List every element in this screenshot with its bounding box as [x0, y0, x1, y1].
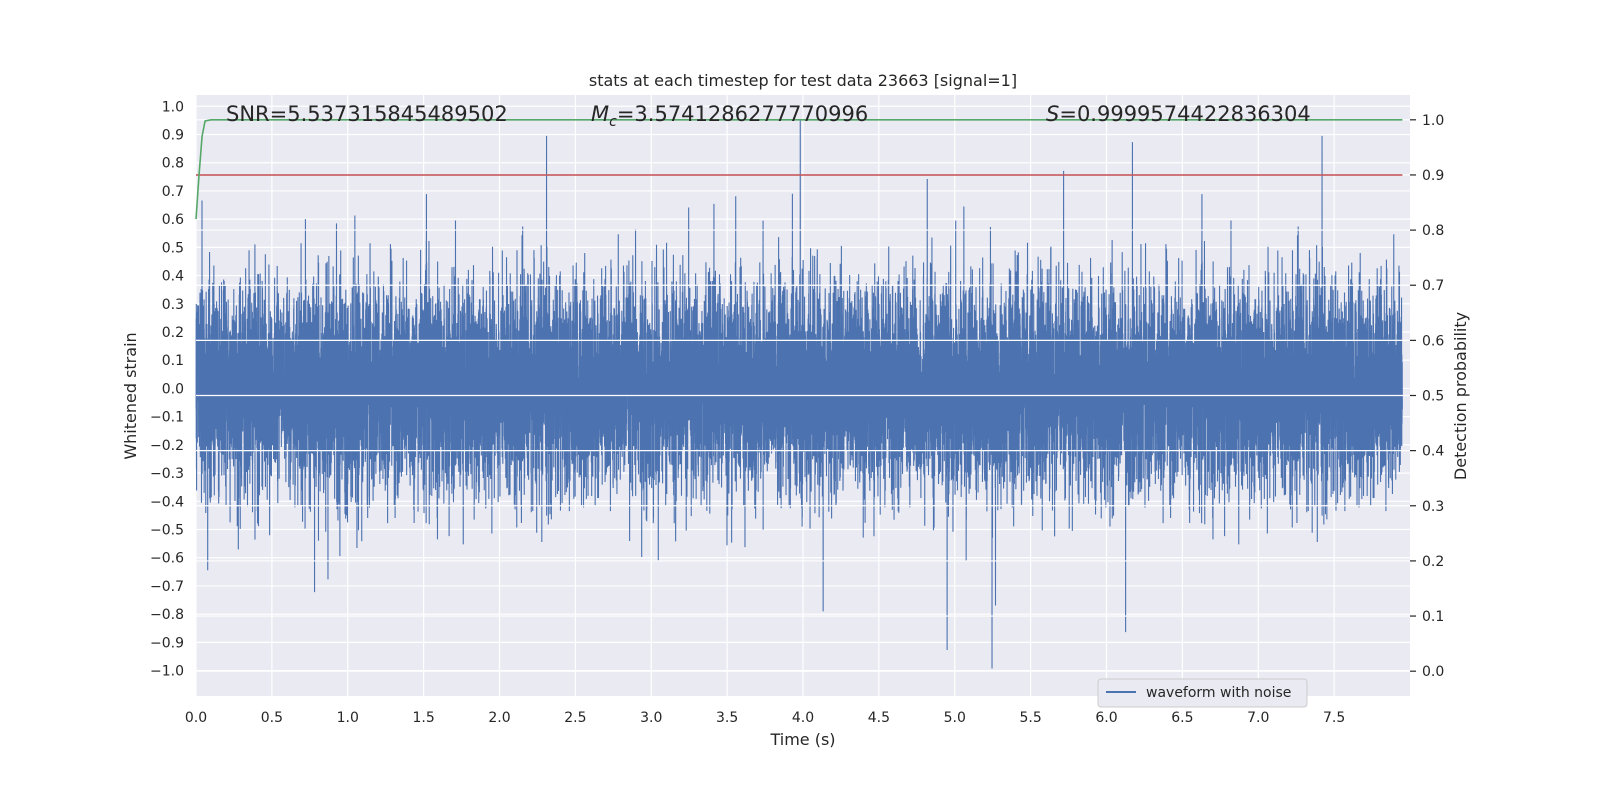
- legend: waveform with noise: [1097, 678, 1308, 708]
- x-axis-label: Time (s): [769, 730, 835, 749]
- y-right-tick-label: 0.0: [1422, 664, 1444, 680]
- chirp-mass-subscript: c: [609, 114, 617, 130]
- y-left-tick-label: −0.9: [150, 635, 184, 651]
- y-left-tick-label: 0.1: [162, 353, 184, 369]
- y-left-tick-label: 0.6: [162, 212, 184, 228]
- y-left-tick-label: 0.3: [162, 297, 184, 313]
- y-left-tick-label: 1.0: [162, 99, 184, 115]
- y-right-tick-label: 0.8: [1422, 223, 1444, 239]
- y-left-tick-label: 0.0: [162, 381, 184, 397]
- y-right-tick-label: 0.9: [1422, 168, 1444, 184]
- y-left-tick-label: 0.4: [162, 269, 184, 285]
- detection-probability-layer: [195, 119, 1403, 220]
- x-tick-label: 1.5: [412, 710, 434, 726]
- x-tick-label: 2.0: [488, 710, 510, 726]
- x-tick-label: 5.0: [944, 710, 966, 726]
- legend-box: [1097, 678, 1308, 708]
- legend-label: waveform with noise: [1146, 685, 1291, 701]
- y-right-tick-label: 0.2: [1422, 554, 1444, 570]
- y-left-tick-label: 0.5: [162, 240, 184, 256]
- y-right-tick-label: 0.6: [1422, 333, 1444, 349]
- y-left-tick-label: 0.2: [162, 325, 184, 341]
- x-tick-label: 0.5: [261, 710, 283, 726]
- waveform-layer: [195, 120, 1403, 669]
- x-tick-label: 4.0: [792, 710, 814, 726]
- x-tick-label: 2.5: [564, 710, 586, 726]
- y-left-tick-label: −0.3: [150, 466, 184, 482]
- chirp-mass-annotation: Mc=3.5741286277770996: [591, 102, 868, 130]
- y-axis-left: −1.0 −0.9 −0.8 −0.7 −0.6 −0.5 −0.4 −0.3 −0.2 −0.1…: [150, 99, 184, 679]
- score-annotation: S=0.9999574422836304: [1046, 102, 1311, 126]
- x-tick-label: 3.5: [716, 710, 738, 726]
- x-tick-label: 6.0: [1095, 710, 1117, 726]
- y-left-tick-label: 0.8: [162, 156, 184, 172]
- y-axis-right-label: Detection probability: [1451, 312, 1470, 480]
- y-right-tick-label: 0.5: [1422, 389, 1444, 405]
- y-left-tick-label: −0.2: [150, 438, 184, 454]
- x-tick-label: 5.5: [1019, 710, 1041, 726]
- y-left-tick-label: −0.5: [150, 523, 184, 539]
- score-value: =0.9999574422836304: [1059, 102, 1310, 126]
- x-tick-label: 7.5: [1323, 710, 1345, 726]
- x-tick-label: 4.5: [868, 710, 890, 726]
- y-right-tick-label: 0.3: [1422, 499, 1444, 515]
- detection-probability-line: [195, 119, 1403, 220]
- x-tick-label: 0.0: [185, 710, 207, 726]
- x-tick-label: 3.0: [640, 710, 662, 726]
- x-tick-label: 1.0: [337, 710, 359, 726]
- y-left-tick-label: −0.4: [150, 494, 184, 510]
- score-symbol: S: [1046, 102, 1059, 126]
- snr-annotation: SNR=5.537315845489502: [226, 102, 508, 126]
- y-left-tick-label: −0.7: [150, 579, 184, 595]
- y-left-tick-label: 0.9: [162, 128, 184, 144]
- x-axis: 0.0 0.5 1.0 1.5 2.0 2.5 3.0 3.5 4.0 4.5 5.0 5.5 6.0 6…: [185, 710, 1345, 726]
- y-axis-left-label: Whitened strain: [121, 332, 140, 459]
- chirp-mass-value: =3.5741286277770996: [617, 102, 868, 126]
- y-left-tick-label: −0.6: [150, 551, 184, 567]
- y-left-tick-label: 0.7: [162, 184, 184, 200]
- y-left-tick-label: −0.8: [150, 607, 184, 623]
- waveform-line: [195, 120, 1403, 669]
- x-tick-label: 6.5: [1171, 710, 1193, 726]
- chirp-mass-symbol: M: [591, 102, 609, 126]
- y-right-tick-label: 0.1: [1422, 609, 1444, 625]
- y-right-tick-label: 1.0: [1422, 113, 1444, 129]
- y-left-tick-label: −0.1: [150, 410, 184, 426]
- y-right-tick-label: 0.4: [1422, 444, 1444, 460]
- y-right-tick-label: 0.7: [1422, 278, 1444, 294]
- y-left-tick-label: −1.0: [150, 664, 184, 680]
- y-axis-right: 0.0 0.1 0.2 0.3 0.4 0.5 0.6 0.7 0.8 0.9 1.0: [1410, 113, 1444, 680]
- chart-title: stats at each timestep for test data 236…: [589, 71, 1017, 90]
- x-tick-label: 7.0: [1247, 710, 1269, 726]
